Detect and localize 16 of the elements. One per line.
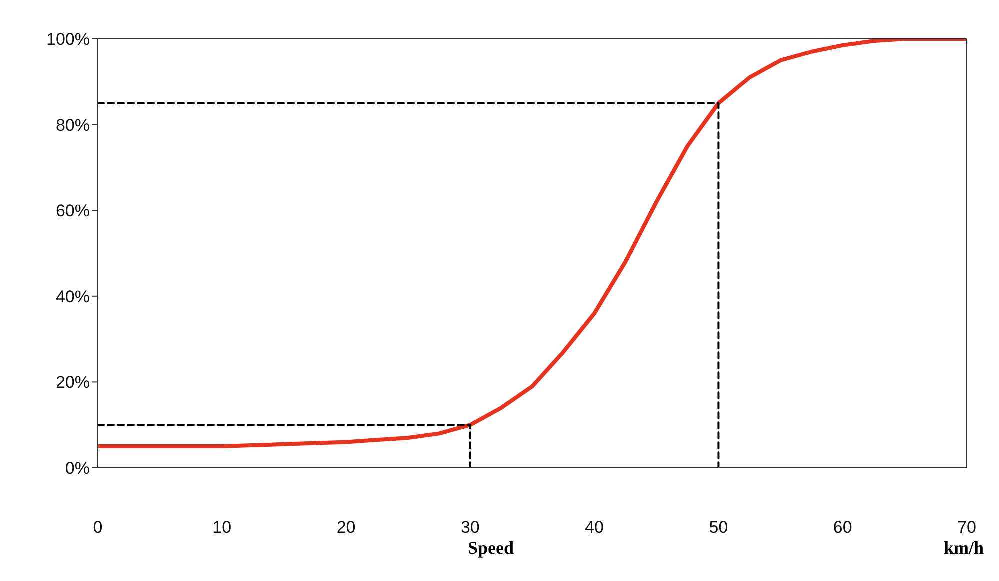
y-tick-label: 0% [65, 459, 90, 478]
text: km/h [944, 538, 984, 559]
x-tick-label: 70 [956, 518, 978, 538]
y-tick-label: 80% [56, 116, 90, 135]
x-tick-label: 0 [92, 518, 104, 538]
x-tick-label: 30 [460, 518, 481, 538]
x-tick-label: 50 [708, 518, 730, 538]
x-tick-label: 20 [336, 518, 357, 538]
x-tick-label: 40 [584, 518, 606, 538]
y-tick-label: 20% [56, 373, 90, 392]
y-tick-label: 40% [56, 287, 90, 306]
x-tick-label: 60 [832, 518, 854, 538]
y-tick-label: 60% [56, 202, 90, 221]
x-axis-title: Speed [468, 538, 514, 559]
y-tick-label: 100% [46, 30, 90, 50]
x-tick-label: 10 [212, 518, 233, 538]
